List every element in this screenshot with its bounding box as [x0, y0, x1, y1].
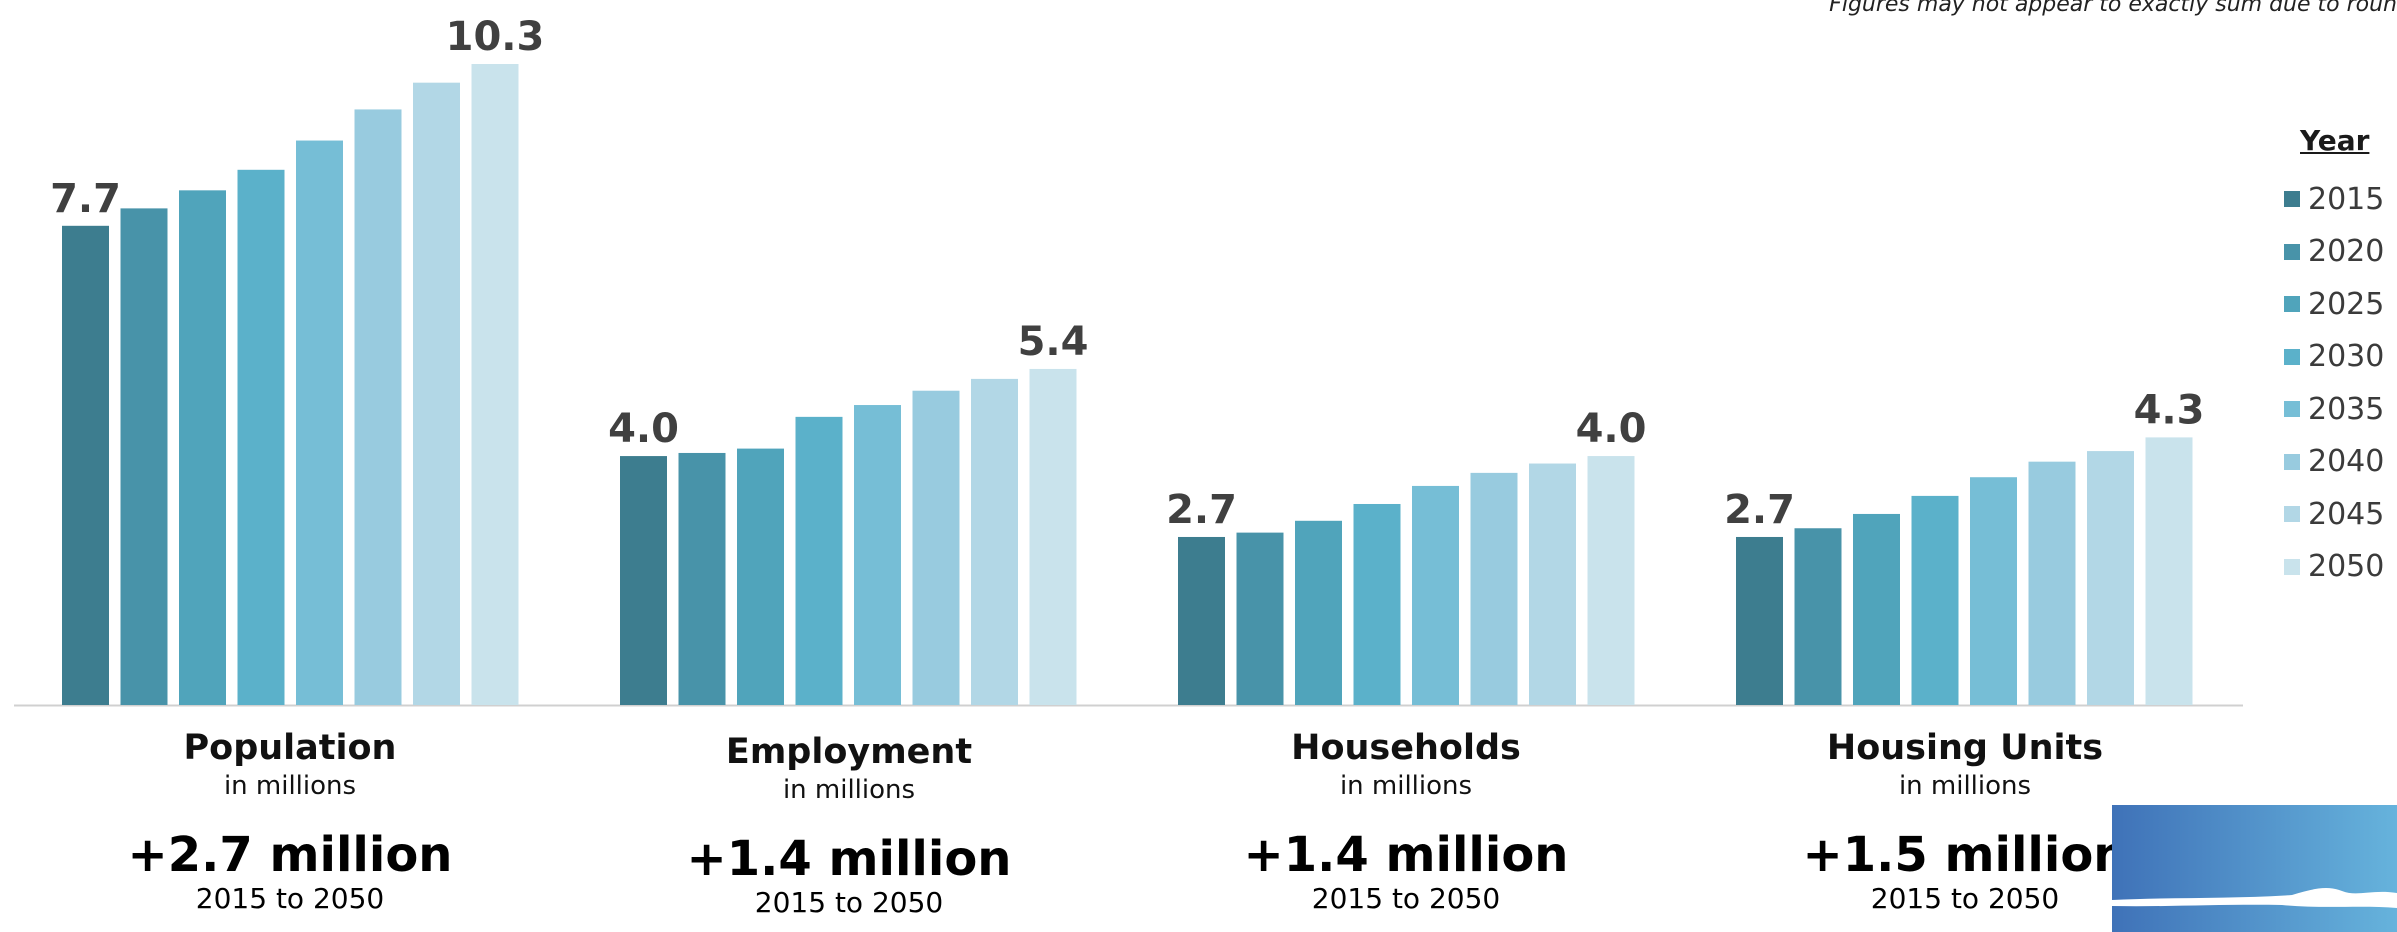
bar-population-2050: [471, 64, 519, 705]
category-unit: in millions: [1339, 771, 1473, 801]
bar-population-2040: [354, 109, 402, 705]
legend-swatch: [2284, 453, 2300, 470]
category-name: Households: [1291, 728, 1521, 768]
bar-population-2030: [237, 169, 285, 705]
category-change: +1.4 million: [1243, 827, 1569, 883]
bar-employment-2050: [1029, 368, 1077, 705]
bar-housing-units-2030: [1911, 495, 1959, 705]
data-label: 5.4: [1018, 319, 1089, 365]
legend-item-2045: 2045: [2284, 488, 2384, 541]
bar-chart: 7.7 10.3 4.0 5.4 2.7 4.0 2.7 4.3: [14, 14, 2243, 707]
legend-swatch: [2284, 296, 2300, 313]
bar-households-2050: [1587, 456, 1635, 705]
legend-swatch: [2284, 558, 2300, 575]
category-housing-units: Housing Units in millions +1.5 million 2…: [1765, 727, 2165, 915]
legend-item-2025: 2025: [2284, 278, 2384, 331]
category-employment: Employment in millions +1.4 million 2015…: [649, 731, 1049, 919]
category-range: 2015 to 2050: [1870, 882, 2060, 915]
bar-housing-units-2040: [2028, 461, 2076, 705]
legend-label: 2030: [2308, 339, 2385, 375]
data-label: 4.0: [1576, 406, 1647, 452]
bar-housing-units-2020: [1794, 528, 1842, 705]
bar-population-2015: [62, 225, 109, 705]
logo: [2112, 805, 2397, 932]
legend-item-2040: 2040: [2284, 436, 2384, 489]
bar-households-2035: [1412, 485, 1459, 705]
category-change: +1.5 million: [1802, 827, 2128, 883]
legend-swatch: [2284, 401, 2300, 418]
category-population: Population in millions +2.7 million 2015…: [90, 727, 490, 915]
bar-employment-2015: [620, 456, 667, 705]
bar-households-2020: [1236, 532, 1284, 705]
bar-households-2015: [1178, 536, 1225, 705]
bar-households-2045: [1529, 463, 1576, 705]
category-unit: in millions: [1898, 771, 2032, 801]
category-range: 2015 to 2050: [195, 882, 385, 915]
bar-households-2025: [1295, 520, 1342, 705]
bar-employment-2025: [737, 448, 784, 705]
bar-housing-units-2015: [1736, 536, 1783, 705]
legend-item-2030: 2030: [2284, 331, 2384, 384]
bar-employment-2045: [971, 378, 1018, 705]
data-label: 2.7: [1166, 487, 1237, 533]
bar-population-2045: [413, 82, 460, 705]
bar-housing-units-2025: [1853, 513, 1900, 705]
category-name: Population: [183, 728, 397, 768]
legend-label: 2035: [2308, 391, 2385, 427]
bar-housing-units-2045: [2087, 451, 2134, 705]
bar-employment-2035: [854, 405, 901, 705]
legend-swatch: [2284, 506, 2300, 523]
legend-swatch: [2284, 243, 2300, 260]
category-unit: in millions: [223, 771, 357, 801]
category-range: 2015 to 2050: [1311, 882, 1501, 915]
legend-label: 2045: [2308, 496, 2385, 532]
legend-label: 2050: [2308, 549, 2385, 585]
category-name: Housing Units: [1826, 728, 2104, 768]
legend-swatch: [2284, 191, 2300, 208]
legend-item-2050: 2050: [2284, 541, 2384, 594]
legend-item-2035: 2035: [2284, 383, 2384, 436]
category-households: Households in millions +1.4 million 2015…: [1206, 727, 1606, 915]
legend-label: 2020: [2308, 234, 2385, 270]
category-change: +2.7 million: [127, 827, 453, 883]
data-label: 4.0: [608, 406, 679, 452]
data-label: 2.7: [1724, 487, 1795, 533]
category-range: 2015 to 2050: [754, 886, 944, 919]
bar-households-2030: [1353, 503, 1401, 705]
bar-employment-2020: [678, 452, 726, 705]
bar-population-2025: [179, 190, 226, 705]
legend-item-2015: 2015: [2284, 173, 2384, 226]
rounding-note: Figures may not appear to exactly sum du…: [1829, 0, 2397, 17]
chart-legend: Year 2015 2020 2025 2030 2035 2040 2045 2050: [2284, 124, 2384, 593]
bar-employment-2030: [795, 416, 843, 705]
legend-title: Year: [2300, 124, 2370, 157]
data-label: 7.7: [50, 176, 121, 222]
category-change: +1.4 million: [686, 831, 1012, 887]
category-name: Employment: [725, 732, 973, 772]
legend-label: 2040: [2308, 444, 2385, 480]
bar-housing-units-2035: [1970, 477, 2017, 705]
category-unit: in millions: [782, 775, 916, 805]
data-label: 4.3: [2134, 387, 2205, 433]
bar-employment-2040: [912, 390, 960, 705]
legend-item-2020: 2020: [2284, 226, 2384, 279]
legend-swatch: [2284, 348, 2300, 365]
legend-label: 2025: [2308, 286, 2385, 322]
bar-households-2040: [1470, 472, 1518, 705]
legend-label: 2015: [2308, 181, 2385, 217]
bar-population-2035: [296, 140, 343, 705]
data-label: 10.3: [446, 14, 545, 60]
bar-housing-units-2050: [2145, 437, 2193, 705]
bar-population-2020: [120, 208, 168, 705]
